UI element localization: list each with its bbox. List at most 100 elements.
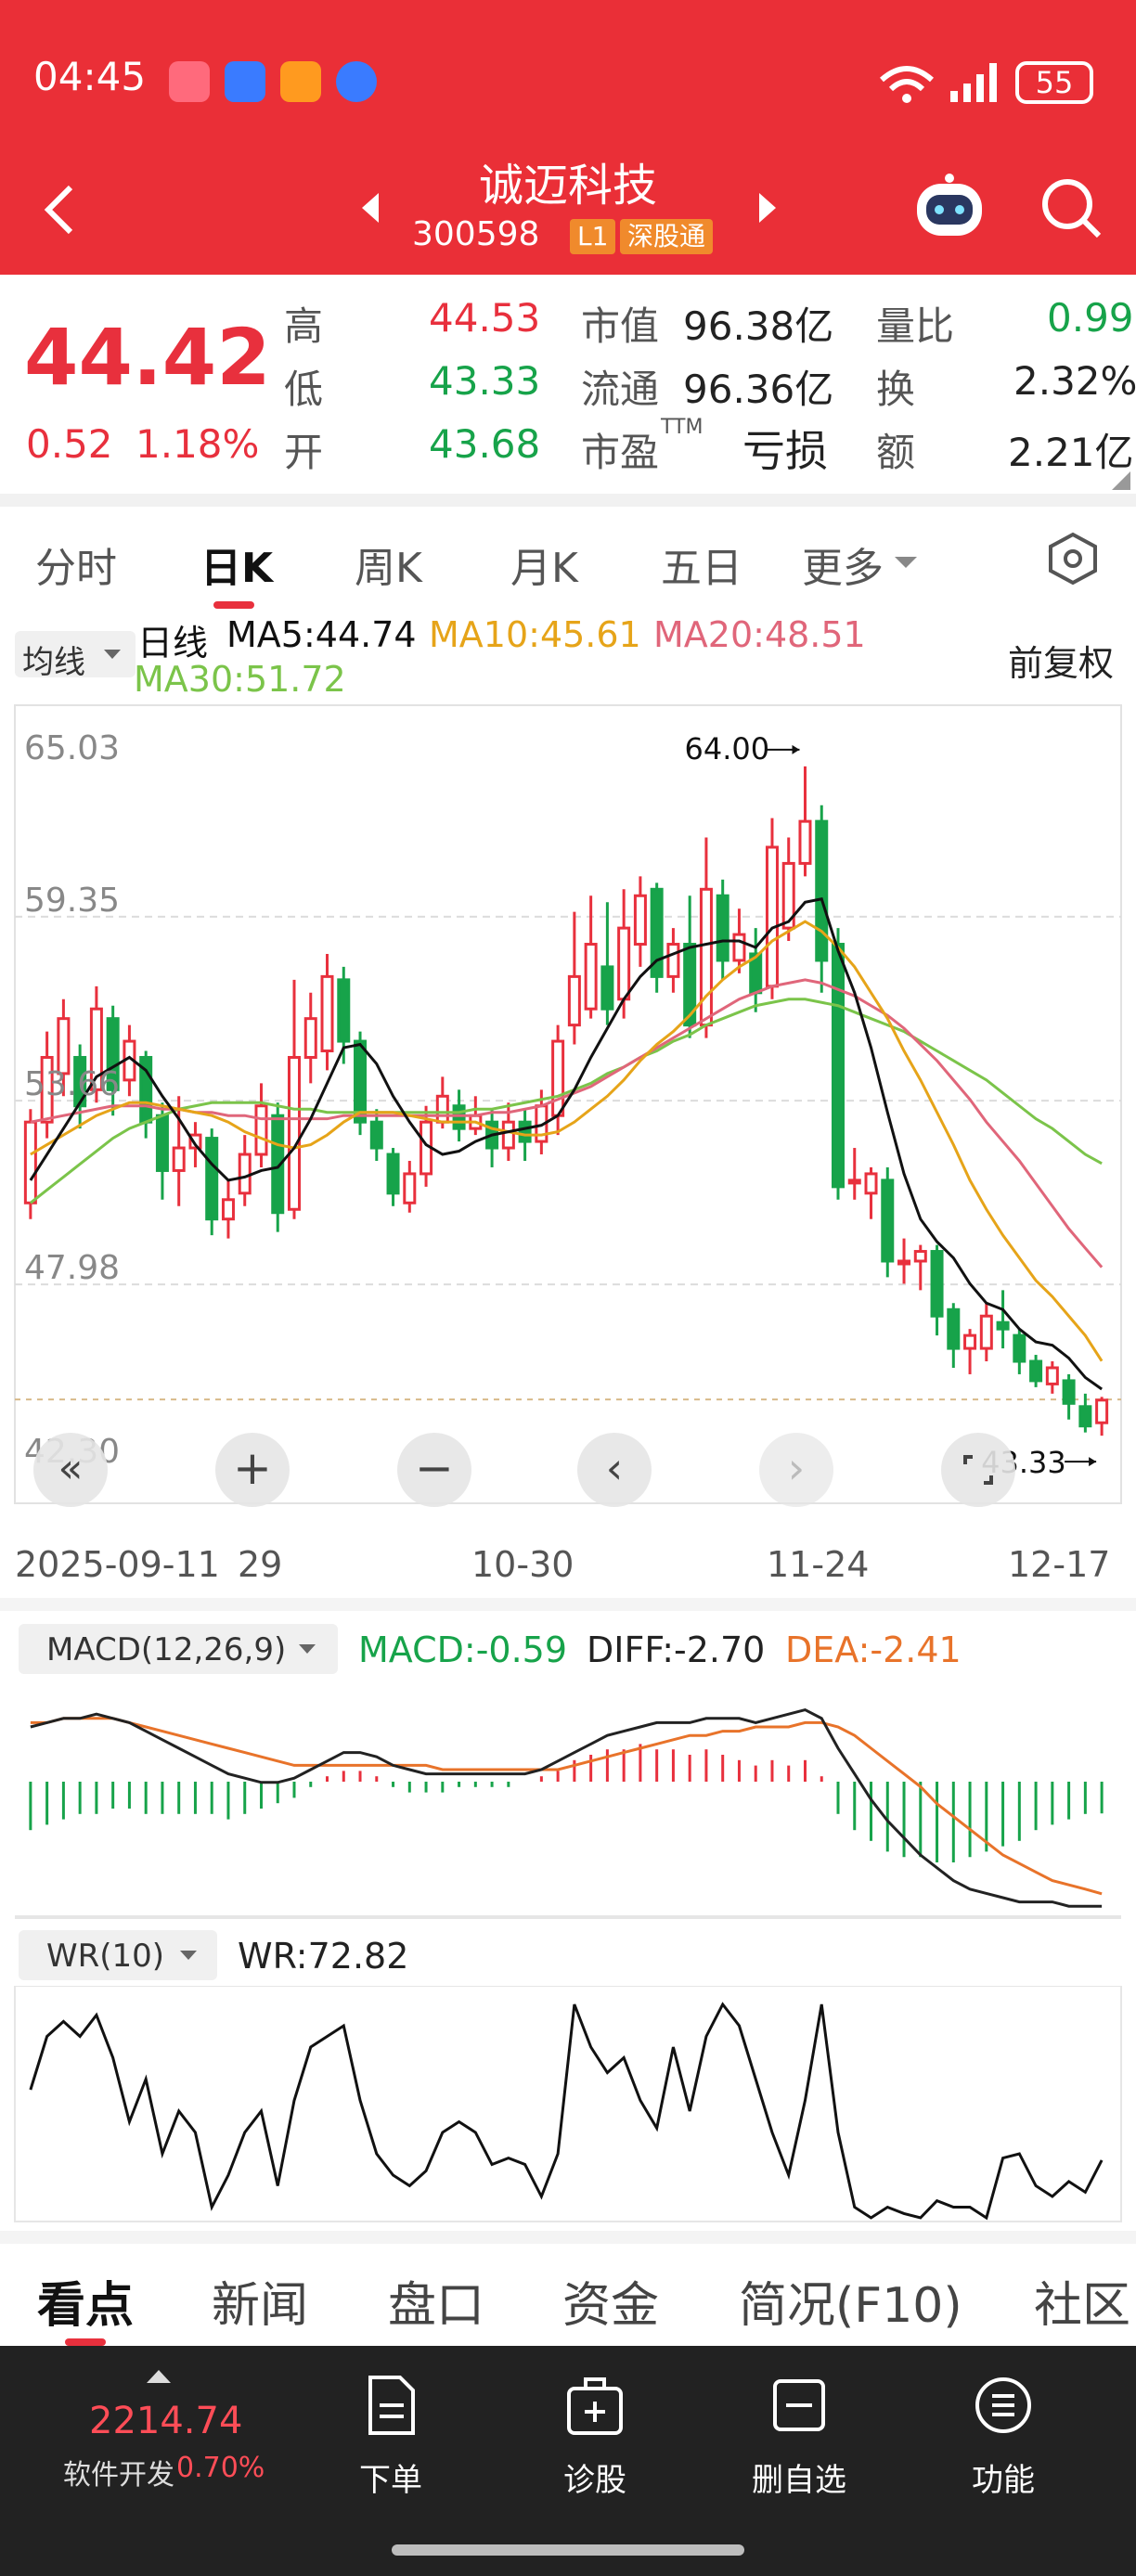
y-tick-label: 47.98: [24, 1249, 120, 1287]
wr-value: WR:72.82: [238, 1936, 409, 1977]
wr-line: [29, 2002, 1104, 2221]
candle-body: [40, 1055, 54, 1124]
candle-body: [732, 933, 746, 962]
diagnose-button[interactable]: 诊股: [525, 2374, 665, 2500]
tab-more[interactable]: 更多: [802, 545, 884, 592]
ma20-line: [30, 978, 1104, 1269]
candle-body: [369, 1120, 383, 1150]
robot-assistant-icon[interactable]: [910, 171, 989, 245]
remove-watchlist-button[interactable]: 删自选: [729, 2374, 869, 2500]
scroll-start-button[interactable]: «: [33, 1433, 108, 1507]
macd-value: MACD:-0.59: [358, 1629, 568, 1670]
tab-daily-k[interactable]: 日K: [200, 545, 274, 592]
next-stock-icon[interactable]: [754, 189, 781, 226]
pe-value: 亏损: [742, 426, 828, 476]
fullscreen-button[interactable]: [941, 1433, 1015, 1507]
wr-selector[interactable]: WR(10): [19, 1930, 217, 1980]
ma20-value: MA20:48.51: [653, 614, 866, 655]
ma5-line: [29, 897, 1103, 1391]
float-value: 96.36亿: [683, 367, 834, 412]
candle-body: [551, 1039, 565, 1117]
prev-stock-icon[interactable]: [356, 189, 384, 226]
candle-body: [57, 1017, 71, 1075]
macd-selector[interactable]: MACD(12,26,9): [19, 1624, 338, 1674]
zoom-out-button[interactable]: −: [397, 1433, 471, 1507]
dea-line: [30, 1717, 1103, 1896]
scroll-left-button[interactable]: ‹: [577, 1433, 652, 1507]
candle-body: [815, 819, 829, 962]
candle-body: [501, 1120, 515, 1150]
quote-panel: 44.42 0.52 1.18% 高 44.53 低 43.33 开 43.68…: [0, 275, 1136, 494]
appgallery-icon: [169, 61, 210, 102]
tab-weekly-k[interactable]: 周K: [355, 545, 422, 592]
candle-body: [1095, 1398, 1109, 1424]
macd-selector-label: MACD(12,26,9): [46, 1631, 287, 1668]
candle-body: [881, 1179, 895, 1263]
y-tick-label: 59.35: [24, 882, 120, 920]
wifi-icon: [880, 66, 934, 103]
tab-monthly-k[interactable]: 月K: [510, 545, 578, 592]
ma5-value: MA5:44.74: [226, 614, 417, 655]
mktcap-label: 市值: [581, 303, 660, 349]
tab-highlights[interactable]: 看点: [37, 2278, 135, 2334]
expand-corner-icon[interactable]: [1110, 470, 1132, 492]
home-indicator: [392, 2544, 744, 2556]
sector-change: 0.70%: [176, 2452, 265, 2484]
settings-hexagon-icon[interactable]: [1045, 531, 1101, 586]
candle-body: [847, 1179, 861, 1185]
bottom-action-bar: 2214.74 软件开发 0.70% 下单 诊股 删自选 功能: [0, 2346, 1136, 2576]
scroll-right-button[interactable]: ›: [759, 1433, 833, 1507]
period-label: 日线: [137, 623, 209, 663]
chart-frame: [14, 704, 1122, 1504]
tab-news[interactable]: 新闻: [212, 2278, 309, 2334]
wr-chart: [14, 1986, 1122, 2222]
candle-body: [73, 1055, 87, 1108]
order-button[interactable]: 下单: [321, 2374, 460, 2500]
divider: [0, 1598, 1136, 1611]
functions-button[interactable]: 功能: [934, 2374, 1073, 2500]
tab-order-book[interactable]: 盘口: [388, 2278, 485, 2334]
tab-intraday[interactable]: 分时: [35, 545, 117, 592]
ma30-line: [29, 998, 1103, 1204]
mktcap-value: 96.38亿: [683, 303, 834, 349]
sector-index-value[interactable]: 2214.74: [89, 2400, 243, 2442]
candle-body: [1078, 1405, 1092, 1428]
indicator-selector[interactable]: 均线: [15, 631, 136, 681]
tab-five-day[interactable]: 五日: [661, 545, 742, 592]
candle-body: [897, 1259, 911, 1266]
min-price-arrowhead: [1089, 1457, 1097, 1467]
candle-body: [996, 1320, 1010, 1331]
candle-body: [287, 1055, 302, 1211]
amount-label: 额: [876, 430, 916, 475]
max-price-arrowhead: [792, 744, 800, 754]
candle-body: [781, 861, 795, 930]
amount-value: 2.21亿: [1008, 430, 1134, 475]
candle-body: [864, 1172, 878, 1195]
candle-body: [1045, 1366, 1059, 1385]
candle-body: [221, 1198, 235, 1221]
search-icon[interactable]: [1039, 176, 1104, 241]
ma10-value: MA10:45.61: [429, 614, 641, 655]
zoom-in-button[interactable]: +: [215, 1433, 290, 1507]
diff-line: [30, 1708, 1103, 1908]
tab-capital[interactable]: 资金: [562, 2278, 660, 2334]
candle-body: [1029, 1359, 1043, 1383]
candle-body: [716, 894, 729, 962]
wr-selector-label: WR(10): [46, 1938, 165, 1975]
x-tick-1: 29: [238, 1544, 283, 1585]
tab-community[interactable]: 社区: [1034, 2278, 1131, 2334]
last-price: 44.42: [24, 312, 271, 403]
info-tabs: 看点 新闻 盘口 资金 简况(F10) 社区: [0, 2246, 1136, 2348]
back-arrow-icon[interactable]: [37, 182, 84, 238]
candle-body: [930, 1250, 944, 1318]
divider: [0, 2231, 1136, 2244]
adjust-mode[interactable]: 前复权: [1008, 643, 1115, 684]
x-tick-4: 12-17: [1008, 1544, 1111, 1585]
price-change: 0.52: [26, 421, 113, 467]
tab-profile-f10[interactable]: 简况(F10): [739, 2278, 962, 2334]
candle-body: [1062, 1379, 1076, 1405]
notes-app-icon: [280, 61, 321, 102]
battery-indicator: 55: [1015, 61, 1093, 104]
menu-circle-icon: [975, 2377, 1031, 2433]
